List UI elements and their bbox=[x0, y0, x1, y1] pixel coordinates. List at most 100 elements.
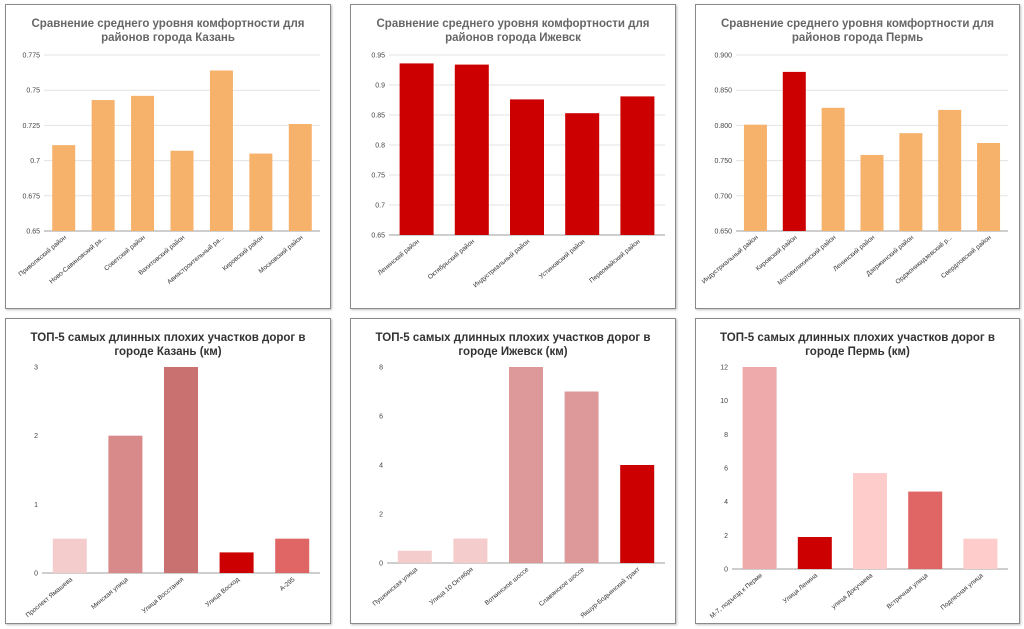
bar bbox=[52, 145, 76, 231]
chart-title: Сравнение среднего уровня комфортности д… bbox=[721, 18, 994, 44]
x-category-label: Советский район bbox=[102, 233, 147, 272]
chart-panel-kazan-comfort: Сравнение среднего уровня комфортности д… bbox=[5, 4, 331, 309]
y-tick-label: 0.7 bbox=[30, 158, 40, 165]
y-tick-label: 0.85 bbox=[371, 113, 385, 120]
bar bbox=[853, 473, 887, 569]
y-tick-label: 0.95 bbox=[371, 53, 385, 60]
x-category-label: Ленинский район bbox=[831, 233, 876, 273]
chart-panel-kazan-roads: ТОП-5 самых длинных плохих участков доро… bbox=[5, 318, 331, 624]
y-tick-label: 0.700 bbox=[714, 193, 732, 200]
bar bbox=[821, 107, 845, 231]
bar bbox=[209, 70, 233, 231]
bar bbox=[620, 96, 655, 236]
bar bbox=[742, 367, 777, 569]
x-category-label: Устиновский район bbox=[537, 237, 586, 280]
y-tick-label: 0.75 bbox=[26, 88, 40, 95]
bar bbox=[977, 143, 1001, 231]
bar bbox=[743, 124, 767, 231]
y-tick-label: 12 bbox=[720, 365, 728, 372]
x-category-label: Проспект Ямашева bbox=[25, 576, 75, 619]
chart-panel-izhevsk-comfort: Сравнение среднего уровня комфортности д… bbox=[350, 4, 676, 309]
y-tick-label: 1 bbox=[34, 502, 38, 509]
x-category-label: Славянское шоссе bbox=[538, 566, 586, 608]
y-tick-label: 0.65 bbox=[26, 229, 40, 236]
chart-title: ТОП-5 самых длинных плохих участков доро… bbox=[30, 332, 306, 358]
y-tick-label: 0.675 bbox=[22, 193, 40, 200]
chart-panel-izhevsk-roads: ТОП-5 самых длинных плохих участков доро… bbox=[350, 318, 676, 624]
x-category-label: Индустриальный район bbox=[472, 237, 532, 289]
x-category-label: М-7, подъезд к Перми bbox=[709, 572, 764, 620]
y-tick-label: 0.8 bbox=[375, 143, 385, 150]
x-category-label: Воткинское шоссе bbox=[484, 566, 531, 607]
y-tick-label: 0.9 bbox=[375, 83, 385, 90]
x-category-label: Улица 10 Октября bbox=[428, 565, 475, 607]
bar bbox=[510, 99, 544, 236]
bar bbox=[782, 71, 806, 232]
y-tick-label: 0.650 bbox=[714, 229, 732, 236]
x-category-label: Улица Восход bbox=[204, 576, 241, 608]
bar bbox=[288, 123, 312, 231]
bar bbox=[509, 367, 543, 563]
y-tick-label: 6 bbox=[379, 414, 383, 421]
bar bbox=[564, 391, 599, 563]
bar bbox=[620, 465, 655, 563]
x-category-label: Подлесная улица bbox=[940, 572, 985, 612]
x-category-label: Октябрьский район bbox=[426, 237, 476, 281]
bar bbox=[908, 491, 943, 569]
y-tick-label: 10 bbox=[720, 398, 728, 405]
x-category-label: Встречная улица bbox=[886, 572, 930, 611]
x-category-label: Пушкинская улица bbox=[371, 566, 419, 608]
x-category-label: Кировский район bbox=[754, 233, 799, 272]
x-category-label: Минская улица bbox=[90, 576, 130, 611]
bar bbox=[131, 95, 155, 231]
y-tick-label: 0.900 bbox=[714, 53, 732, 60]
chart-panel-perm-roads: ТОП-5 самых длинных плохих участков доро… bbox=[695, 318, 1020, 624]
x-category-label: Индустриальный район bbox=[700, 233, 760, 285]
bar bbox=[938, 109, 962, 231]
chart-title: Сравнение среднего уровня комфортности д… bbox=[376, 18, 650, 44]
chart-title: Сравнение среднего уровня комфортности д… bbox=[31, 18, 305, 44]
y-tick-label: 8 bbox=[724, 432, 728, 439]
bar bbox=[91, 100, 115, 231]
y-tick-label: 0.750 bbox=[714, 158, 732, 165]
y-tick-label: 3 bbox=[34, 365, 38, 372]
y-tick-label: 2 bbox=[724, 533, 728, 540]
x-category-label: Ленинский район bbox=[376, 237, 421, 277]
bar bbox=[108, 435, 143, 573]
x-category-label: Первомайский район bbox=[588, 237, 642, 284]
y-tick-label: 8 bbox=[379, 365, 383, 372]
x-category-label: Улица Восстания bbox=[141, 576, 186, 615]
bar bbox=[397, 550, 432, 563]
x-category-label: улица Докучаева bbox=[830, 572, 874, 611]
y-tick-label: 0.725 bbox=[22, 123, 40, 130]
chart-title: ТОП-5 самых длинных плохих участков доро… bbox=[720, 332, 995, 358]
y-tick-label: 0.800 bbox=[714, 123, 732, 130]
y-tick-label: 0 bbox=[724, 567, 728, 574]
chart-kazan-roads: 0 1 2 3 Проспект Ямашева Минская улица Улица В… bbox=[25, 365, 320, 619]
bar bbox=[249, 153, 273, 231]
bar bbox=[219, 552, 254, 573]
chart-perm-roads: 0 2 4 6 8 10 12 М-7, подъезд к Перми Улица Ленин… bbox=[709, 365, 1008, 620]
y-tick-label: 0.7 bbox=[375, 203, 385, 210]
chart-perm-comfort: 0.650 0.700 0.750 0.800 0.850 0.900 Индустриал… bbox=[700, 53, 1008, 287]
bar bbox=[164, 367, 198, 573]
bar bbox=[275, 538, 310, 573]
y-tick-label: 0.65 bbox=[371, 233, 385, 240]
y-tick-label: 0 bbox=[34, 571, 38, 578]
bar bbox=[170, 150, 194, 231]
x-category-label: А-295 bbox=[279, 576, 297, 593]
y-tick-label: 6 bbox=[724, 466, 728, 473]
bar bbox=[453, 538, 488, 563]
bar bbox=[963, 538, 998, 569]
bar bbox=[399, 63, 434, 236]
chart-title: ТОП-5 самых длинных плохих участков доро… bbox=[375, 332, 651, 358]
x-category-label: Кировский район bbox=[221, 233, 266, 272]
y-tick-label: 4 bbox=[724, 499, 728, 506]
bar bbox=[565, 113, 600, 235]
y-tick-label: 0.850 bbox=[714, 88, 732, 95]
bar bbox=[797, 537, 832, 569]
bar bbox=[899, 133, 923, 231]
bar bbox=[52, 538, 87, 573]
y-tick-label: 2 bbox=[34, 433, 38, 440]
